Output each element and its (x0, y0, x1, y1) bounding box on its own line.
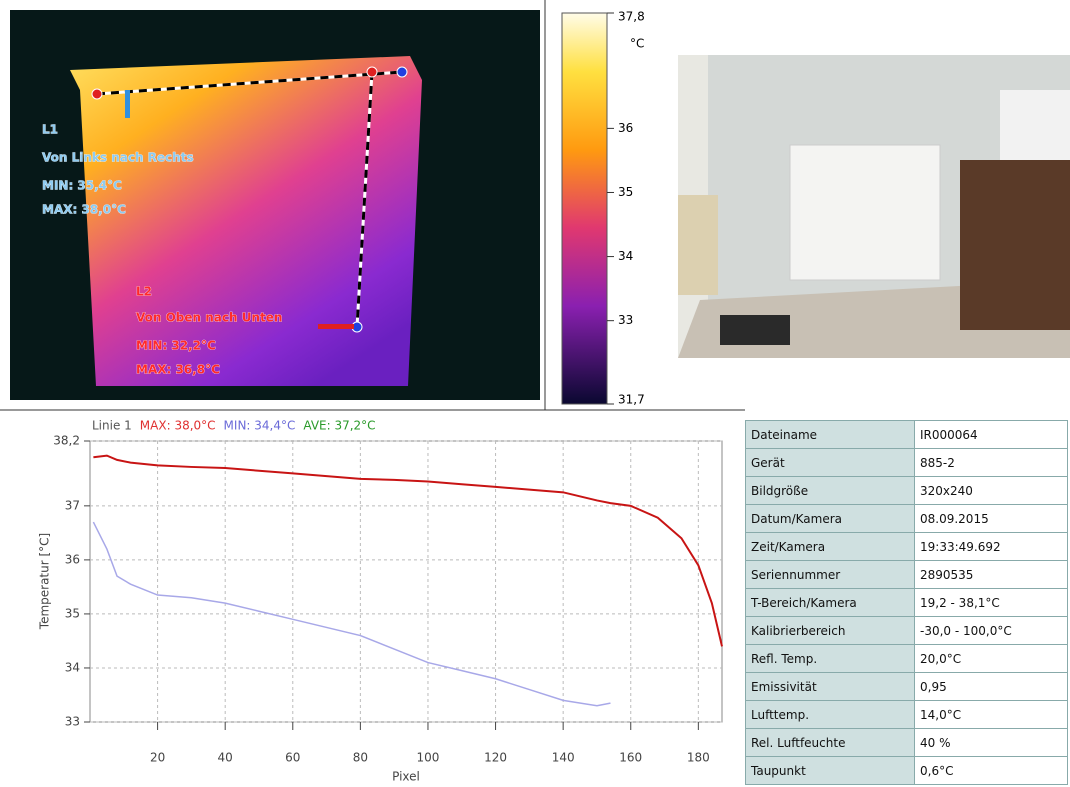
table-key: Rel. Luftfeuchte (746, 729, 915, 757)
table-value: 14,0°C (915, 701, 1068, 729)
y-tick-label: 33 (65, 715, 80, 729)
x-axis-label: Pixel (392, 770, 420, 784)
y-tick-label: 34 (65, 660, 80, 674)
colorbar-tick-label: 36 (618, 121, 633, 135)
l1-desc: Von Links nach Rechts (42, 151, 194, 165)
table-key: Lufttemp. (746, 701, 915, 729)
table-value: 08.09.2015 (915, 505, 1068, 533)
x-tick-label: 120 (484, 751, 507, 765)
table-key: Zeit/Kamera (746, 533, 915, 561)
table-value: 885-2 (915, 449, 1068, 477)
table-key: Emissivität (746, 673, 915, 701)
table-value: 320x240 (915, 477, 1068, 505)
x-tick-label: 40 (218, 751, 233, 765)
x-tick-label: 180 (687, 751, 710, 765)
y-tick-label: 36 (65, 552, 80, 566)
table-key: Refl. Temp. (746, 645, 915, 673)
colorbar-tick-label: 35 (618, 185, 633, 199)
table-key: Seriennummer (746, 561, 915, 589)
l1-max: MAX: 38,0°C (42, 203, 126, 217)
x-tick-label: 20 (150, 751, 165, 765)
table-value: IR000064 (915, 421, 1068, 449)
colorbar-tick-label: 31,7 (618, 393, 645, 407)
table-key: T-Bereich/Kamera (746, 589, 915, 617)
table-key: Bildgröße (746, 477, 915, 505)
l2-start (367, 67, 377, 77)
table-value: 40 % (915, 729, 1068, 757)
colorbar-unit: °C (630, 37, 644, 51)
l1-start (92, 89, 102, 99)
y-tick-label: 37 (65, 498, 80, 512)
x-tick-label: 80 (353, 751, 368, 765)
colorbar-tick-label: 37,8 (618, 10, 645, 24)
table-value: 20,0°C (915, 645, 1068, 673)
table-key: Taupunkt (746, 757, 915, 785)
table-value: 2890535 (915, 561, 1068, 589)
table-row: Lufttemp.14,0°C (746, 701, 1068, 729)
chart-stat: MAX: 38,0°C (140, 419, 216, 433)
chart-stat: AVE: 37,2°C (303, 419, 375, 433)
y-axis-label: Temperatur [°C] (38, 533, 52, 630)
table-row: Refl. Temp.20,0°C (746, 645, 1068, 673)
l2-name: L2 (136, 285, 152, 299)
chart-title: Linie 1 (92, 419, 132, 433)
colorbar-tick-label: 34 (618, 249, 633, 263)
table-key: Gerät (746, 449, 915, 477)
l2-marker (318, 324, 354, 329)
l1-marker (125, 90, 130, 118)
x-tick-label: 140 (552, 751, 575, 765)
plot-area (90, 441, 722, 722)
table-key: Dateiname (746, 421, 915, 449)
table-value: 0,6°C (915, 757, 1068, 785)
x-tick-label: 160 (619, 751, 642, 765)
chart-stat: MIN: 34,4°C (224, 419, 296, 433)
l2-max: MAX: 36,8°C (136, 363, 220, 377)
table-value: 0,95 (915, 673, 1068, 701)
l2-desc: Von Oben nach Unten (136, 311, 282, 325)
table-value: 19:33:49.692 (915, 533, 1068, 561)
x-tick-label: 60 (285, 751, 300, 765)
photo (678, 55, 1070, 358)
y-tick-label: 35 (65, 606, 80, 620)
l1-min: MIN: 35,4°C (42, 179, 122, 193)
l1-end (397, 67, 407, 77)
table-value: -30,0 - 100,0°C (915, 617, 1068, 645)
l1-name: L1 (42, 123, 58, 137)
y-tick-label: 38,2 (53, 434, 80, 448)
report: L1 Von Links nach Rechts MIN: 35,4°C MAX… (0, 0, 1070, 787)
table-value: 19,2 - 38,1°C (915, 589, 1068, 617)
x-tick-label: 100 (417, 751, 440, 765)
colorbar-tick-label: 33 (618, 313, 633, 327)
l2-min: MIN: 32,2°C (136, 339, 216, 353)
table-key: Kalibrierbereich (746, 617, 915, 645)
colorbar (562, 13, 607, 404)
table-row: Kalibrierbereich-30,0 - 100,0°C (746, 617, 1068, 645)
table-key: Datum/Kamera (746, 505, 915, 533)
